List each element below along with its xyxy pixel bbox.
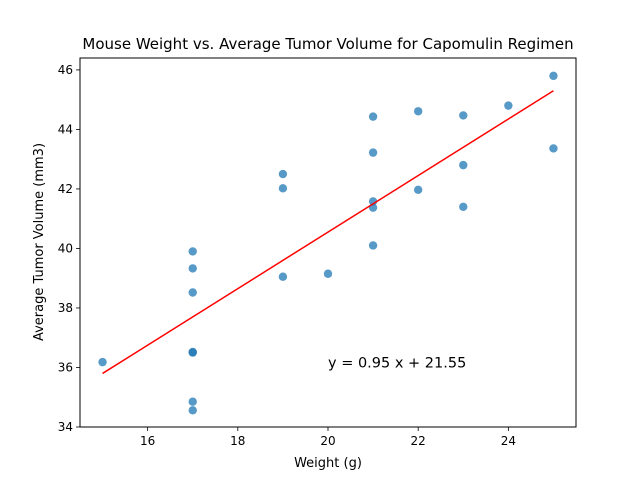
data-point: [368, 203, 378, 212]
data-point: [459, 111, 468, 120]
x-tick-label: 16: [140, 434, 155, 448]
data-point: [413, 107, 423, 116]
y-axis-label: Average Tumor Volume (mm3): [32, 143, 47, 341]
x-tick-label: 20: [320, 434, 335, 448]
y-tick-label: 40: [58, 241, 73, 255]
data-point: [549, 144, 558, 153]
data-point: [98, 357, 107, 367]
data-point: [368, 197, 378, 206]
y-tick-label: 34: [58, 420, 73, 434]
y-tick-label: 46: [58, 63, 73, 77]
x-tick-label: 18: [230, 434, 245, 448]
regression-equation-annotation: y = 0.95 x + 21.55: [328, 355, 466, 371]
data-point: [278, 272, 288, 281]
data-point: [323, 269, 333, 278]
y-tick-label: 42: [58, 182, 73, 196]
x-tick-label: 24: [501, 434, 516, 448]
data-points: [98, 71, 558, 415]
data-point: [368, 148, 378, 157]
data-point: [188, 247, 197, 256]
data-point: [459, 202, 468, 211]
y-tick-label: 44: [58, 122, 73, 136]
data-point: [504, 101, 513, 110]
x-axis-ticks: 16 18 20 22 24: [140, 427, 516, 448]
y-axis-ticks: 34 36 38 40 42 44 46: [58, 63, 80, 434]
data-point: [188, 348, 197, 357]
data-point: [368, 112, 378, 121]
regression-line: [102, 90, 554, 375]
data-point: [549, 71, 558, 81]
y-tick-label: 38: [58, 301, 73, 315]
data-point: [278, 184, 288, 193]
plot-area-frame: [79, 57, 577, 428]
data-point: [188, 288, 197, 297]
chart-title: Mouse Weight vs. Average Tumor Volume fo…: [82, 35, 573, 53]
regression-line-layer: [102, 90, 554, 375]
data-point: [278, 169, 288, 179]
data-point: [459, 160, 468, 170]
data-point: [188, 264, 197, 273]
data-point: [188, 397, 197, 406]
x-axis-label: Weight (g): [294, 456, 362, 471]
y-tick-label: 36: [58, 360, 73, 374]
x-tick-label: 22: [411, 434, 426, 448]
data-point: [368, 241, 378, 250]
data-point: [413, 185, 423, 195]
data-point: [188, 406, 197, 415]
